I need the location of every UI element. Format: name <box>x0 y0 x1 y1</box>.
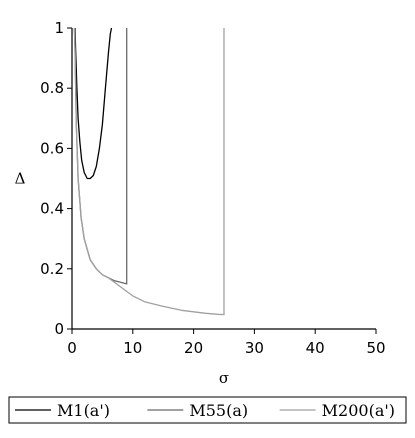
y-tick-label: 0 <box>54 320 64 338</box>
legend-box <box>8 396 407 424</box>
legend: M1(a') M55(a) M200(a') <box>8 396 407 424</box>
ticks-layer: 0 10 20 30 40 50 0 0.2 0.4 0.6 0.8 1 <box>40 19 385 357</box>
y-axis-label: Δ <box>15 170 26 188</box>
x-tick-label: 0 <box>67 339 77 357</box>
x-tick-label: 50 <box>366 339 385 357</box>
y-tick-label: 0.4 <box>40 200 64 218</box>
y-tick-label: 1 <box>54 19 64 37</box>
legend-label-1: M1(a') <box>57 401 110 420</box>
y-tick-label: 0.8 <box>40 79 64 97</box>
series-line-3 <box>73 27 225 316</box>
x-tick-label: 10 <box>123 339 142 357</box>
series-line-1 <box>74 27 113 180</box>
series-layer <box>73 27 225 316</box>
legend-label-2: M55(a) <box>189 401 248 420</box>
y-tick-label: 0.2 <box>40 260 64 278</box>
x-tick-label: 20 <box>184 339 203 357</box>
legend-label-3: M200(a') <box>322 401 395 420</box>
x-axis-label: σ <box>219 369 229 387</box>
x-tick-label: 30 <box>245 339 264 357</box>
y-tick-label: 0.6 <box>40 139 64 157</box>
series-line-2 <box>73 27 128 285</box>
x-tick-label: 40 <box>306 339 325 357</box>
axes-layer <box>71 28 376 330</box>
